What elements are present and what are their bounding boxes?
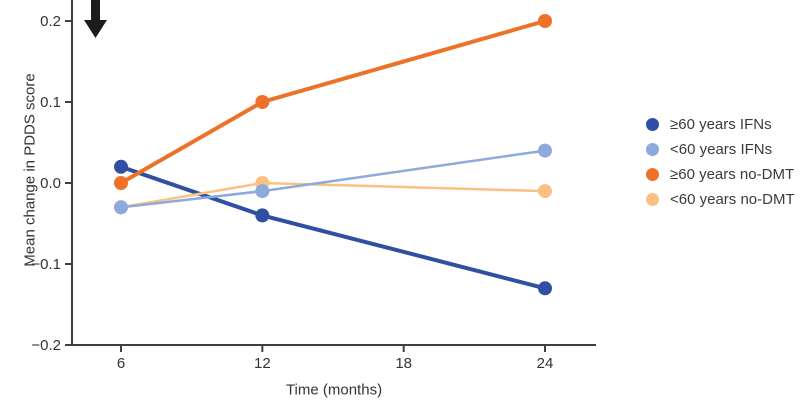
y-axis-title: Mean change in PDDS score <box>21 73 39 267</box>
legend-dot-icon <box>646 193 659 206</box>
y-tick-label: 0.0 <box>40 175 61 192</box>
data-point <box>255 95 270 109</box>
x-tick-label: 12 <box>254 355 271 372</box>
legend-label: ≥60 years no-DMT <box>670 166 795 183</box>
x-axis-title: Time (months) <box>285 381 383 399</box>
down-arrow-icon <box>84 0 107 38</box>
legend-item: <60 years IFNs <box>646 137 795 162</box>
data-point <box>255 184 270 199</box>
y-tick-label: −0.1 <box>31 256 61 273</box>
data-point <box>538 14 552 28</box>
y-tick-label: 0.2 <box>40 13 61 30</box>
y-tick-label: −0.2 <box>31 337 61 354</box>
series-line-1 <box>119 149 547 209</box>
data-point <box>255 208 270 223</box>
legend-label: <60 years IFNs <box>670 141 773 158</box>
y-tick-label: 0.1 <box>40 94 61 111</box>
data-point <box>114 200 128 215</box>
legend: ≥60 years IFNs <60 years IFNs ≥60 years no… <box>646 112 795 212</box>
legend-label: ≥60 years IFNs <box>670 116 772 133</box>
legend-dot-icon <box>646 168 659 181</box>
legend-dot-icon <box>646 143 659 156</box>
data-point <box>114 176 128 190</box>
legend-item: ≥60 years IFNs <box>646 112 795 137</box>
data-point <box>538 184 552 199</box>
x-tick-label: 24 <box>537 355 554 372</box>
data-point <box>538 143 552 158</box>
legend-dot-icon <box>646 118 659 131</box>
legend-item: ≥60 years no-DMT <box>646 162 795 187</box>
data-point <box>538 281 552 296</box>
legend-label: <60 years no-DMT <box>670 191 795 208</box>
data-point <box>114 159 128 174</box>
x-tick-label: 6 <box>117 355 125 372</box>
legend-item: <60 years no-DMT <box>646 187 795 212</box>
x-tick-label: 18 <box>395 355 412 372</box>
